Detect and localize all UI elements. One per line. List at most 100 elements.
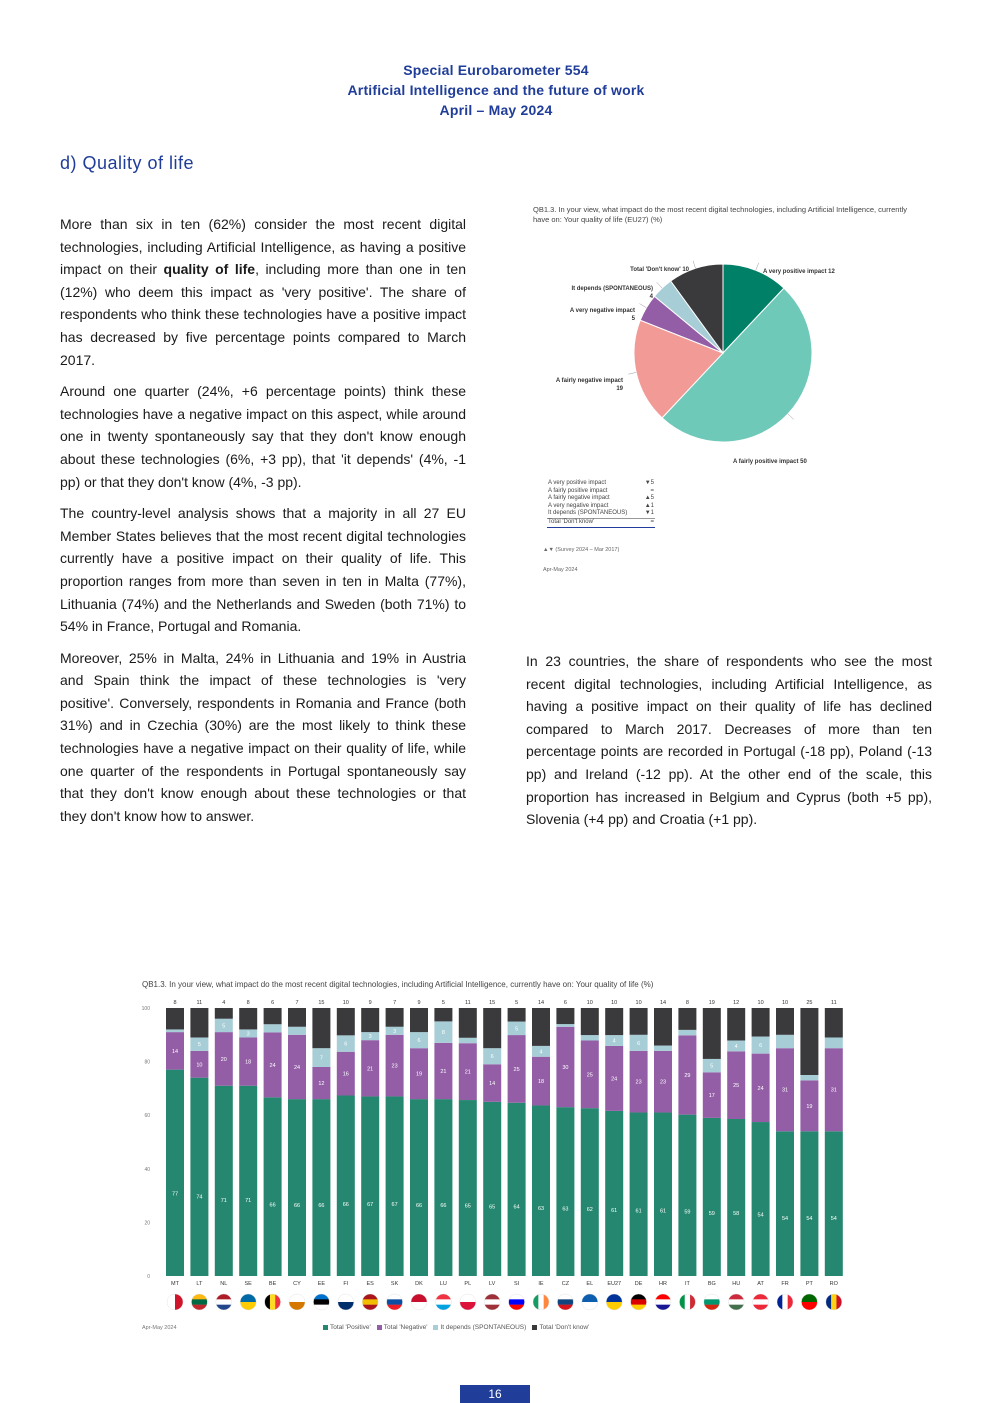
bar-segment <box>776 1131 794 1276</box>
pie-slice-value: 4 <box>650 294 654 300</box>
bar-top-label: 10 <box>611 1000 617 1006</box>
flag-stripe <box>801 1302 818 1310</box>
pie-slice <box>722 263 785 355</box>
bar-top-label: 15 <box>489 1000 495 1006</box>
report-date: April – May 2024 <box>439 102 553 118</box>
flag-stripe <box>435 1299 452 1305</box>
country-label: PL <box>464 1281 471 1287</box>
bar-segment <box>629 1034 648 1051</box>
bar-value-label: 66 <box>318 1203 324 1209</box>
flag-outline <box>264 1293 281 1311</box>
report-header: Special Eurobarometer 554 Artificial Int… <box>0 60 992 120</box>
paragraph: Around one quarter (24%, +6 percentage p… <box>60 383 466 490</box>
bar-value-label: 5 <box>222 1023 225 1029</box>
flag-stripe <box>240 1302 257 1310</box>
country-label: PT <box>806 1281 814 1287</box>
bar-value-label: 23 <box>636 1080 642 1086</box>
pie-chart-title: QB1.3. In your view, what impact do the … <box>533 205 907 224</box>
bar-segment <box>190 1077 209 1276</box>
bar-value-label: 66 <box>416 1203 422 1209</box>
flag-stripe <box>508 1299 525 1305</box>
flag-stripe <box>655 1294 671 1300</box>
flag-stripe <box>684 1294 691 1310</box>
country-label: EU27 <box>607 1281 621 1287</box>
bar-segment <box>336 1095 355 1276</box>
flag-stripe <box>655 1304 671 1310</box>
pie-table-change: ▼1 <box>644 510 654 517</box>
country-flag-icon <box>313 1293 330 1311</box>
pie-table-row: It depends (SPONTANEOUS) ▼1 <box>547 510 655 518</box>
bar-segment <box>190 1037 209 1051</box>
bar-segment <box>605 1035 624 1046</box>
bar-segment <box>727 1008 746 1041</box>
bar-segment <box>312 1066 331 1100</box>
bar-segment <box>166 1008 184 1030</box>
bar-segment <box>410 1008 428 1033</box>
bar-segment <box>727 1040 746 1052</box>
bar-segment <box>654 1045 672 1051</box>
pie-leader-line <box>755 262 759 271</box>
flag-stripe <box>167 1294 176 1310</box>
country-flag-icon <box>679 1293 696 1311</box>
bar-value-label: 67 <box>392 1202 398 1208</box>
country-flag-icon <box>508 1293 525 1311</box>
flag-stripe <box>703 1299 720 1305</box>
bar-segment <box>702 1008 721 1059</box>
pie-chart-figure: QB1.3. In your view, what impact do the … <box>533 205 933 585</box>
pie-chart: A very positive impact 12 A fairly positi… <box>556 260 835 465</box>
bar-segment <box>410 1048 428 1100</box>
country-label: LT <box>196 1281 203 1287</box>
flag-outline <box>679 1293 696 1311</box>
bar-value-label: 54 <box>831 1216 837 1222</box>
bar-segment <box>580 1040 599 1109</box>
country-flag-icon <box>191 1293 208 1311</box>
bar-value-label: 64 <box>514 1205 520 1211</box>
flag-stripe <box>581 1294 598 1303</box>
flag-stripe <box>703 1304 720 1310</box>
pie-table-label: A very positive impact <box>548 480 607 486</box>
country-label: EE <box>318 1281 326 1287</box>
flag-outline <box>703 1293 720 1311</box>
pie-table-row: A very positive impact ▼5 <box>547 480 655 488</box>
bar-value-label: 21 <box>465 1070 471 1076</box>
pie-table-row: A fairly positive impact = <box>547 488 655 496</box>
bar-segment <box>824 1037 843 1049</box>
bar-segment <box>605 1110 624 1276</box>
bar-segment <box>824 1131 843 1276</box>
flag-stripe <box>752 1304 769 1310</box>
bar-value-label: 63 <box>538 1206 544 1212</box>
bar-segment <box>507 1008 526 1022</box>
bar-segment <box>507 1102 526 1276</box>
bar-segment <box>458 1100 477 1276</box>
bar-top-label: 10 <box>636 1000 642 1006</box>
flag-stripe <box>630 1294 647 1300</box>
bar-value-label: 4 <box>539 1049 542 1055</box>
bar-value-label: 6 <box>417 1038 420 1044</box>
flag-stripe <box>782 1294 788 1310</box>
bar-segment <box>385 1096 404 1276</box>
bar-value-label: 66 <box>270 1203 276 1209</box>
pie-table-label: A fairly positive impact <box>548 487 608 494</box>
bar-segment <box>605 1045 624 1111</box>
pie-slice-value: 19 <box>616 386 623 392</box>
paragraph: More than six in ten (62%) consider the … <box>60 216 467 368</box>
flag-stripe <box>215 1294 232 1300</box>
bar-segment <box>702 1058 721 1073</box>
bar-top-label: 4 <box>222 1000 225 1006</box>
country-flag-icon <box>654 1293 672 1311</box>
country-label: MT <box>171 1281 180 1287</box>
pie-leader-line <box>692 260 696 269</box>
country-label: SK <box>391 1281 399 1287</box>
flag-stripe <box>825 1294 832 1310</box>
bar-value-label: 66 <box>294 1203 300 1209</box>
flag-stripe <box>831 1294 837 1310</box>
bar-segment <box>458 1043 477 1101</box>
country-flag-icon <box>435 1293 452 1311</box>
flag-outline <box>361 1293 379 1311</box>
country-label: IT <box>685 1281 691 1287</box>
legend-label: It depends (SPONTANEOUS) <box>440 1324 527 1331</box>
flag-outline <box>508 1293 525 1311</box>
bar-segment <box>727 1118 746 1276</box>
bar-value-label: 10 <box>196 1062 202 1068</box>
bar-segment <box>556 1024 575 1027</box>
